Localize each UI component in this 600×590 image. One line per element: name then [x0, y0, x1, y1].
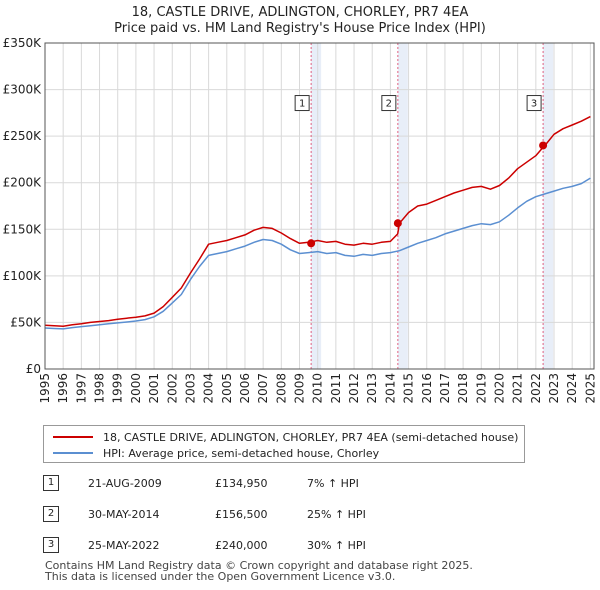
x-tick-label: 1999 [111, 373, 125, 404]
y-tick-label: £150K [3, 222, 43, 236]
transaction-date: 21-AUG-2009 [88, 477, 162, 490]
legend-item-hpi: HPI: Average price, semi-detached house,… [44, 445, 379, 461]
x-tick-label: 2004 [202, 373, 216, 404]
x-tick-label: 2009 [293, 373, 307, 404]
transaction-date: 25-MAY-2022 [88, 539, 160, 552]
y-tick-label: £250K [3, 129, 43, 143]
property-series-line [44, 115, 591, 327]
y-tick-label: £300K [3, 83, 43, 97]
plot-frame [44, 42, 595, 370]
x-tick-label: 2015 [402, 373, 416, 404]
legend: 18, CASTLE DRIVE, ADLINGTON, CHORLEY, PR… [43, 425, 525, 463]
x-tick-label: 1995 [38, 373, 52, 404]
sale-band [543, 43, 554, 369]
transaction-hpi: 30% ↑ HPI [307, 539, 366, 552]
x-tick-label: 2006 [238, 373, 252, 404]
transaction-price: £240,000 [215, 539, 268, 552]
x-tick-label: 2024 [565, 373, 579, 404]
x-tick-label: 1996 [56, 373, 70, 404]
x-tick-label: 2022 [529, 373, 543, 404]
y-tick-label: £350K [3, 36, 43, 50]
legend-label-property: 18, CASTLE DRIVE, ADLINGTON, CHORLEY, PR… [103, 430, 519, 444]
legend-label-hpi: HPI: Average price, semi-detached house,… [103, 446, 380, 460]
sale-label-box [294, 95, 310, 112]
chart: 18, CASTLE DRIVE, ADLINGTON, CHORLEY, PR… [3, 5, 598, 404]
sale-band [397, 43, 408, 369]
x-tick-label: 2010 [311, 373, 325, 404]
x-tick-label: 2021 [511, 373, 525, 404]
hpi-series-line [44, 177, 591, 330]
x-tick-label: 2020 [492, 373, 506, 404]
x-tick-label: 2002 [165, 373, 179, 404]
transaction-price: £156,500 [215, 508, 268, 521]
y-tick-label: £0 [26, 362, 41, 376]
chart-subtitle: Price paid vs. HM Land Registry's House … [114, 21, 486, 36]
y-tick-label: £200K [3, 176, 43, 190]
footer-licence: This data is licensed under the Open Gov… [45, 570, 396, 583]
transaction-hpi: 7% ↑ HPI [307, 477, 359, 490]
x-tick-label: 2008 [274, 373, 288, 404]
x-tick-label: 2003 [183, 373, 197, 404]
x-tick-label: 2018 [456, 373, 470, 404]
legend-swatch-hpi [53, 452, 93, 454]
x-tick-label: 2014 [383, 373, 397, 404]
legend-swatch-property [53, 436, 93, 438]
sale-label-number: 2 [386, 99, 392, 110]
x-tick-label: 2023 [547, 373, 561, 404]
x-tick-label: 2000 [129, 373, 143, 404]
x-tick-label: 2025 [583, 373, 597, 404]
x-tick-label: 2001 [147, 373, 161, 404]
sale-point [539, 141, 548, 150]
x-tick-label: 2013 [365, 373, 379, 404]
x-tick-label: 2011 [329, 373, 343, 404]
transaction-price: £134,950 [215, 477, 268, 490]
x-tick-label: 2016 [420, 373, 434, 404]
x-tick-label: 1998 [93, 373, 107, 404]
y-tick-label: £100K [3, 269, 43, 283]
x-tick-label: 2012 [347, 373, 361, 404]
chart-title: 18, CASTLE DRIVE, ADLINGTON, CHORLEY, PR… [132, 5, 469, 20]
transaction-number: 2 [43, 506, 59, 522]
x-tick-label: 2017 [438, 373, 452, 404]
transaction-hpi: 25% ↑ HPI [307, 508, 366, 521]
sale-band [311, 43, 322, 369]
sale-label-box [381, 95, 397, 112]
footer-copyright: Contains HM Land Registry data © Crown c… [45, 559, 473, 572]
x-tick-label: 2007 [256, 373, 270, 404]
sale-label-box [526, 95, 542, 112]
footer: Contains HM Land Registry data © Crown c… [45, 560, 473, 582]
transaction-number: 3 [43, 537, 59, 553]
transaction-date: 30-MAY-2014 [88, 508, 160, 521]
legend-item-property: 18, CASTLE DRIVE, ADLINGTON, CHORLEY, PR… [44, 429, 518, 445]
sale-point [393, 219, 402, 228]
y-tick-label: £50K [10, 315, 42, 329]
sale-point [307, 239, 316, 248]
x-tick-label: 1997 [74, 373, 88, 404]
x-tick-label: 2019 [474, 373, 488, 404]
x-tick-label: 2005 [220, 373, 234, 404]
sale-label-number: 3 [531, 99, 537, 110]
transaction-number: 1 [43, 475, 59, 491]
sale-label-number: 1 [299, 99, 305, 110]
